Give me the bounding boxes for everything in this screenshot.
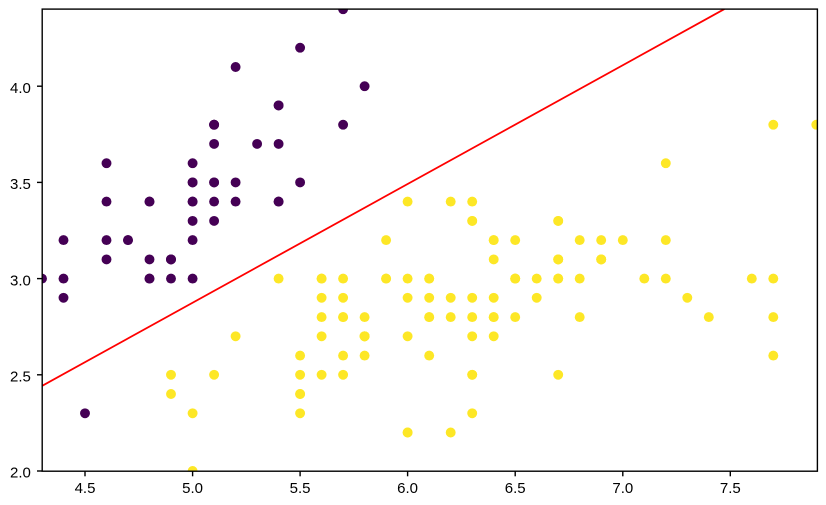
- svg-text:7.0: 7.0: [612, 480, 633, 497]
- svg-text:5.0: 5.0: [182, 480, 203, 497]
- svg-text:4.5: 4.5: [75, 480, 96, 497]
- svg-text:7.5: 7.5: [720, 480, 741, 497]
- svg-text:6.5: 6.5: [505, 480, 526, 497]
- svg-text:6.0: 6.0: [397, 480, 418, 497]
- svg-text:3.5: 3.5: [10, 176, 31, 193]
- svg-text:3.0: 3.0: [10, 272, 31, 289]
- svg-text:5.5: 5.5: [290, 480, 311, 497]
- svg-text:4.0: 4.0: [10, 80, 31, 97]
- svg-text:2.0: 2.0: [10, 465, 31, 482]
- svg-text:2.5: 2.5: [10, 369, 31, 386]
